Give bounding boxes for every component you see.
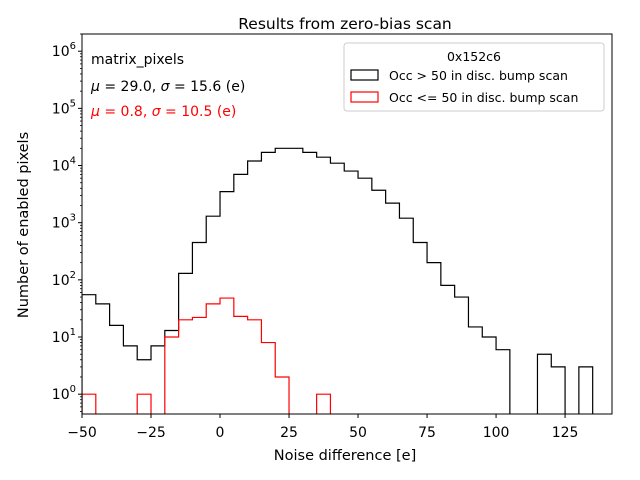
histogram-bin: [123, 346, 137, 414]
histogram-bin: [399, 218, 413, 414]
histogram-bin: [275, 148, 289, 414]
histogram-bin: [496, 350, 510, 414]
histogram-bin: [82, 394, 96, 414]
series-occ-low: [82, 297, 332, 414]
histogram-bin: [482, 337, 496, 414]
legend: 0x152c6 Occ > 50 in disc. bump scan Occ …: [343, 42, 605, 112]
x-tick-label: 50: [349, 425, 367, 441]
stats-line-occ-low: μ = 0.8, σ = 10.5 (e): [90, 104, 236, 120]
x-tick-label: 75: [418, 425, 436, 441]
histogram-bin: [372, 190, 386, 414]
histogram-bin: [317, 157, 331, 414]
histogram-bin: [537, 354, 551, 414]
y-axis-label: Number of enabled pixels: [16, 132, 32, 318]
legend-swatch-occ-low: [350, 91, 379, 103]
y-tick-label: 103: [52, 213, 76, 232]
stats-annotation: matrix_pixels μ = 29.0, σ = 15.6 (e) μ =…: [90, 52, 245, 120]
y-tick-label: 104: [52, 156, 76, 175]
histogram-bin: [275, 377, 289, 414]
x-tick-label: 0: [216, 425, 225, 441]
histogram-bin: [413, 243, 427, 414]
histogram-bin: [165, 337, 179, 414]
histogram-bin: [344, 171, 358, 414]
histogram-bin: [330, 163, 344, 414]
histogram-bin: [248, 320, 262, 414]
stats-line-occ-high: μ = 29.0, σ = 15.6 (e): [90, 79, 245, 95]
histogram-bin: [358, 178, 372, 414]
histogram-bin: [137, 394, 151, 414]
y-tick-label: 106: [52, 41, 76, 60]
x-tick-label: 100: [483, 425, 510, 441]
histogram-bin: [386, 203, 400, 414]
y-tick-label: 105: [52, 98, 76, 117]
histogram-bin: [289, 148, 303, 414]
histogram-outline: [82, 297, 332, 414]
histogram-bin: [179, 320, 193, 414]
dataset-name: matrix_pixels: [91, 52, 184, 68]
plot-frame: [81, 33, 613, 415]
x-tick-label: 25: [280, 425, 298, 441]
legend-swatch-occ-high: [350, 69, 379, 81]
x-tick-label: −50: [67, 425, 97, 441]
x-axis-label: Noise difference [e]: [274, 448, 416, 464]
series-layer: [82, 147, 594, 414]
x-axis: −50 −25 0 25 50 75 100 125: [67, 414, 578, 441]
y-tick-label: 102: [52, 270, 76, 289]
histogram-bin: [579, 367, 593, 414]
histogram-bin: [96, 304, 110, 414]
histogram-bin: [455, 297, 469, 414]
histogram-bin: [151, 346, 165, 414]
histogram-bin: [192, 317, 206, 414]
legend-label-occ-high: Occ > 50 in disc. bump scan: [389, 68, 568, 83]
histogram-bin: [317, 394, 331, 414]
histogram-bin: [303, 152, 317, 414]
y-tick-label: 100: [52, 384, 76, 403]
histogram-bin: [441, 285, 455, 414]
histogram-bin: [206, 304, 220, 414]
legend-label-occ-low: Occ <= 50 in disc. bump scan: [389, 90, 578, 105]
histogram-bin: [220, 298, 234, 414]
chart-title: Results from zero-bias scan: [238, 15, 452, 33]
legend-box: [343, 42, 605, 112]
x-tick-label: −25: [136, 425, 166, 441]
y-axis: 100 101 102 103 104 105 106: [52, 33, 82, 412]
histogram-outline: [82, 147, 594, 414]
histogram-bin: [261, 343, 275, 414]
histogram-bin: [234, 316, 248, 414]
series-occ-high: [82, 147, 594, 414]
legend-title: 0x152c6: [447, 49, 501, 64]
histogram-bin: [551, 367, 565, 414]
x-tick-label: 125: [552, 425, 579, 441]
histogram-bin: [427, 263, 441, 414]
histogram-bin: [468, 327, 482, 414]
y-tick-label: 101: [52, 327, 76, 346]
histogram-bin: [110, 325, 124, 414]
